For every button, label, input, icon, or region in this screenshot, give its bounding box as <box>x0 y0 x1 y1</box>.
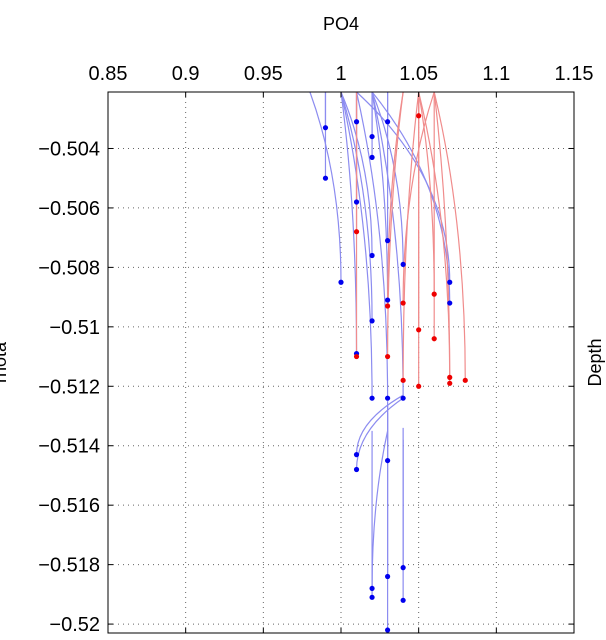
data-point <box>416 383 422 389</box>
x-tick-label: 1.05 <box>399 63 438 85</box>
series-line <box>433 91 451 384</box>
data-point <box>369 252 375 259</box>
data-point <box>462 377 468 383</box>
data-point <box>431 291 437 297</box>
y-tick-label: −0.506 <box>38 198 100 220</box>
data-point <box>369 133 375 140</box>
series-line <box>355 397 404 470</box>
data-point <box>353 466 360 473</box>
data-point <box>385 238 391 244</box>
data-point <box>385 457 391 464</box>
y-tick-label: −0.514 <box>38 436 100 458</box>
data-point <box>353 119 360 125</box>
series-line <box>387 91 404 357</box>
data-point <box>385 303 391 309</box>
y-tick-label: −0.512 <box>38 376 100 398</box>
ticks <box>107 92 575 633</box>
data-point <box>400 395 406 401</box>
data-point <box>353 229 360 235</box>
data-point <box>369 154 375 160</box>
x-tick-label: 1.15 <box>555 63 594 85</box>
data-point <box>369 585 375 592</box>
data-point <box>447 279 453 285</box>
data-point <box>431 336 437 342</box>
data-point <box>447 380 453 386</box>
data-point <box>400 597 406 603</box>
series-line <box>340 91 373 256</box>
series-line <box>387 91 404 307</box>
x-tick-label: 1.1 <box>482 63 510 85</box>
grid <box>108 92 574 633</box>
series-line <box>371 430 389 589</box>
data-point <box>322 125 329 131</box>
data-point <box>385 297 391 303</box>
data-point <box>322 175 329 181</box>
series-line <box>371 91 404 265</box>
data-point <box>400 377 406 383</box>
data-point <box>369 318 375 324</box>
data-point <box>416 327 422 333</box>
data-point <box>416 113 422 119</box>
series-line <box>433 91 466 381</box>
data-point <box>369 594 375 600</box>
data-point <box>385 119 391 125</box>
data-point <box>447 374 453 380</box>
series-lines <box>309 91 466 631</box>
right-axis-label: Depth <box>585 338 605 386</box>
series-points <box>322 113 468 633</box>
data-point <box>385 573 391 580</box>
data-point <box>338 279 344 285</box>
series-line <box>340 91 373 399</box>
x-axis-label: PO4 <box>323 14 359 34</box>
series-line <box>371 91 404 399</box>
y-axis-label: rhota <box>0 341 10 383</box>
data-point <box>447 300 453 306</box>
x-tick-label: 0.9 <box>172 63 200 85</box>
series-line <box>402 91 420 381</box>
y-tick-label: −0.504 <box>38 138 100 160</box>
data-point <box>400 300 406 306</box>
series-line <box>309 91 342 283</box>
data-point <box>353 353 360 360</box>
y-tick-labels: −0.504 −0.506 −0.508 −0.51 −0.512 −0.514 −0.51… <box>38 138 100 636</box>
data-point <box>385 627 391 633</box>
series-line <box>418 91 435 295</box>
data-point <box>385 353 391 360</box>
series-line <box>355 394 404 455</box>
data-point <box>400 565 406 571</box>
x-tick-label: 1 <box>335 63 346 85</box>
y-tick-label: −0.51 <box>49 317 100 339</box>
data-point <box>400 261 406 268</box>
series-line <box>402 91 435 304</box>
data-point <box>385 395 391 401</box>
data-point <box>369 395 375 401</box>
x-tick-label: 0.85 <box>89 63 128 85</box>
data-point <box>353 452 360 458</box>
y-tick-label: −0.508 <box>38 257 100 279</box>
y-tick-label: −0.518 <box>38 555 100 577</box>
series-line <box>340 91 373 321</box>
y-tick-label: −0.516 <box>38 495 100 517</box>
data-point <box>353 199 360 205</box>
x-tick-labels: 0.85 0.9 0.95 1 1.05 1.1 1.15 <box>89 63 594 85</box>
x-tick-label: 0.95 <box>244 63 283 85</box>
y-tick-label: −0.52 <box>49 614 100 636</box>
